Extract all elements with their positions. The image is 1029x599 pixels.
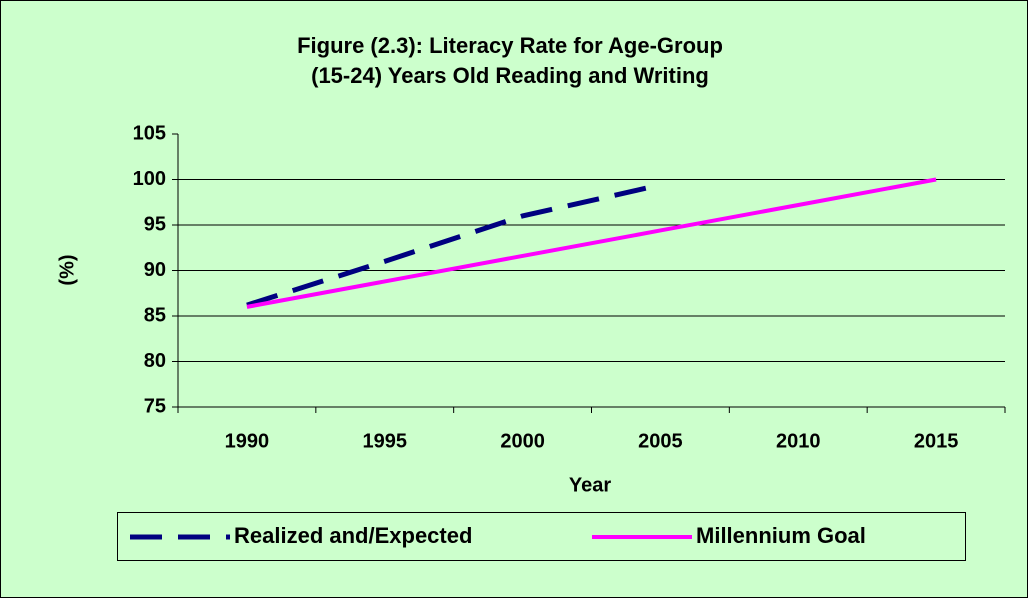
x-tick-label: 2005 bbox=[638, 430, 683, 452]
y-tick-label: 75 bbox=[144, 395, 166, 417]
y-tick-label: 85 bbox=[144, 304, 166, 326]
legend-label: Millennium Goal bbox=[696, 523, 866, 548]
chart-title: (15-24) Years Old Reading and Writing bbox=[311, 63, 709, 88]
y-tick-label: 95 bbox=[144, 213, 166, 235]
x-tick-label: 1995 bbox=[363, 430, 408, 452]
y-tick-label: 90 bbox=[144, 259, 166, 281]
y-tick-label: 80 bbox=[144, 350, 166, 372]
x-tick-label: 2000 bbox=[500, 430, 545, 452]
y-tick-label: 100 bbox=[133, 168, 166, 190]
chart-title: Figure (2.3): Literacy Rate for Age-Grou… bbox=[297, 33, 723, 58]
x-tick-label: 2015 bbox=[914, 430, 959, 452]
legend-label: Realized and/Expected bbox=[234, 523, 472, 548]
legend bbox=[117, 512, 966, 561]
x-tick-label: 2010 bbox=[776, 430, 821, 452]
x-axis-label: Year bbox=[569, 474, 611, 496]
y-axis-label: (%) bbox=[56, 254, 78, 285]
series-line bbox=[246, 177, 937, 309]
series-line bbox=[246, 182, 661, 308]
x-tick-label: 1990 bbox=[225, 430, 270, 452]
y-tick-label: 105 bbox=[133, 122, 166, 144]
